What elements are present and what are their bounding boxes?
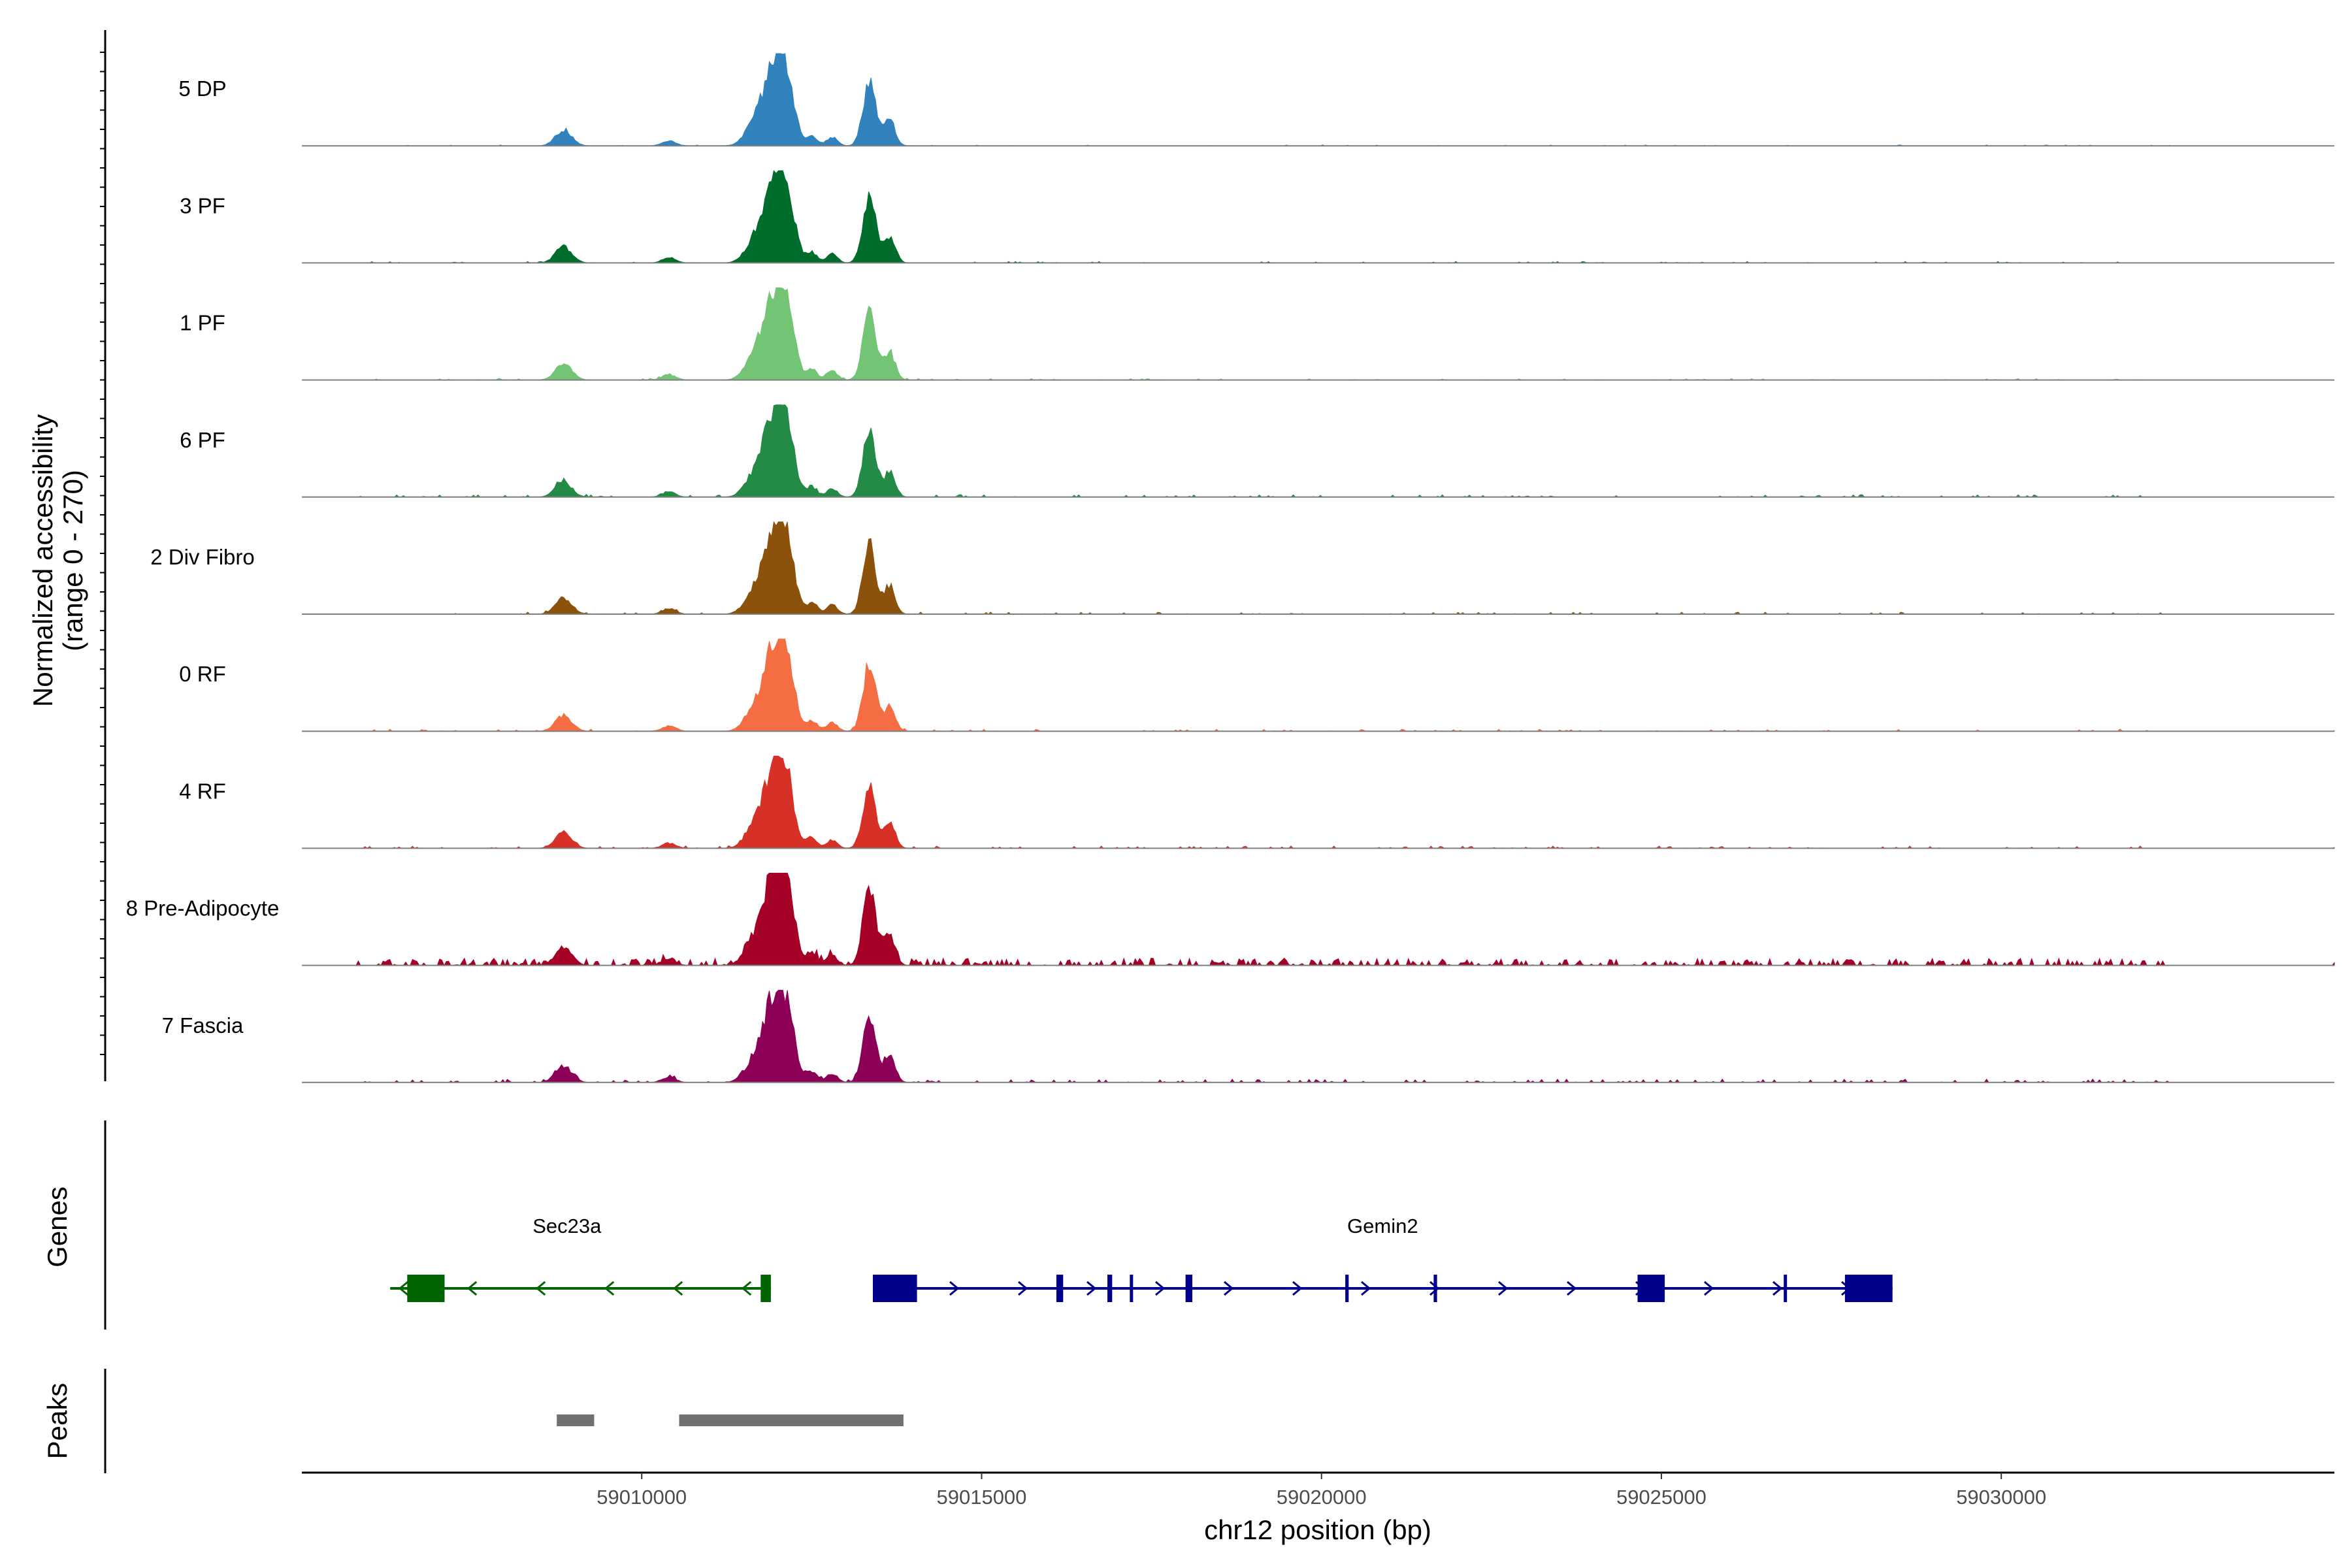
peak-region [557, 1414, 595, 1426]
gene-model: Sec23a [390, 1215, 771, 1302]
track-label: 8 Pre-Adipocyte [126, 896, 280, 921]
x-tick-label: 59015000 [936, 1486, 1026, 1509]
track-label: 4 RF [179, 779, 226, 803]
coverage-track: 8 Pre-Adipocyte [126, 872, 2335, 967]
peaks-panel-label: Peaks [42, 1383, 73, 1460]
exon [407, 1275, 445, 1302]
coverage-area [302, 404, 2334, 498]
track-label: 6 PF [180, 428, 225, 452]
strand-arrow [1086, 1281, 1097, 1296]
gene-model: Gemin2 [872, 1215, 1893, 1302]
track-label: 1 PF [180, 311, 225, 335]
coverage-y-ticks [100, 52, 105, 1055]
track-label: 7 Fascia [162, 1013, 244, 1037]
track-label: 5 DP [178, 76, 226, 101]
exon [1056, 1275, 1064, 1302]
y-axis-title-range: (range 0 - 270) [57, 470, 88, 651]
coverage-area [302, 170, 2334, 263]
strand-arrow [535, 1281, 546, 1296]
coverage-track: 4 RF [179, 755, 2335, 849]
x-axis-ticks: 59010000 59015000 59020000 59025000 59030000 [596, 1473, 2046, 1509]
gene-label: Sec23a [532, 1215, 602, 1237]
coverage-area [302, 872, 2335, 967]
genes-panel-label: Genes [42, 1186, 73, 1267]
strand-arrow [672, 1281, 683, 1296]
strand-arrow [1498, 1281, 1509, 1296]
strand-arrow [1224, 1281, 1234, 1296]
strand-arrow [1292, 1281, 1303, 1296]
strand-arrow [1429, 1281, 1440, 1296]
track-label: 3 PF [180, 193, 225, 218]
coverage-track: 6 PF [180, 404, 2334, 498]
exon [1433, 1275, 1437, 1302]
exon [1637, 1275, 1665, 1302]
strand-arrow [1704, 1281, 1714, 1296]
strand-arrow [949, 1281, 960, 1296]
coverage-area [302, 755, 2335, 849]
strand-arrow [398, 1281, 409, 1296]
peak-regions [557, 1414, 904, 1426]
strand-arrow [1018, 1281, 1028, 1296]
coverage-area [302, 521, 2334, 615]
exon [1185, 1275, 1192, 1302]
coverage-tracks: 5 DP 3 PF 1 PF 6 PF 2 Div Fibro 0 RF 4 RF 8 Pre… [126, 53, 2335, 1083]
exon [1784, 1275, 1788, 1302]
strand-arrow [741, 1281, 752, 1296]
coverage-track: 1 PF [180, 287, 2334, 381]
track-label: 0 RF [179, 662, 226, 686]
coverage-area [302, 287, 2334, 381]
exon [1107, 1275, 1113, 1302]
y-axis-title: Normalized accessibility [27, 414, 58, 707]
strand-arrow [1772, 1281, 1783, 1296]
coverage-track: 2 Div Fibro [150, 521, 2334, 615]
strand-arrow [1361, 1281, 1371, 1296]
x-tick-label: 59020000 [1277, 1486, 1367, 1509]
track-label: 2 Div Fibro [150, 545, 255, 569]
strand-arrow [604, 1281, 615, 1296]
peak-region [679, 1414, 904, 1426]
exon [873, 1275, 917, 1302]
coverage-track: 3 PF [180, 170, 2334, 264]
coverage-area [302, 990, 2334, 1083]
coverage-area [302, 53, 2334, 146]
x-tick-label: 59010000 [596, 1486, 687, 1509]
exon [760, 1275, 771, 1302]
gene-models: Sec23a Gemin2 [390, 1215, 1893, 1302]
strand-arrow [1567, 1281, 1577, 1296]
coverage-track: 5 DP [178, 53, 2334, 147]
exon [1345, 1275, 1349, 1302]
gene-label: Gemin2 [1347, 1215, 1418, 1237]
coverage-track: 7 Fascia [162, 990, 2334, 1083]
strand-arrow [466, 1281, 478, 1296]
coverage-area [302, 638, 2335, 732]
exon [1130, 1275, 1134, 1302]
x-axis-title: chr12 position (bp) [1204, 1514, 1431, 1545]
exon [1844, 1275, 1893, 1302]
x-tick-label: 59025000 [1616, 1486, 1707, 1509]
x-tick-label: 59030000 [1956, 1486, 2046, 1509]
coverage-track: 0 RF [179, 638, 2335, 732]
strand-arrow [1155, 1281, 1166, 1296]
